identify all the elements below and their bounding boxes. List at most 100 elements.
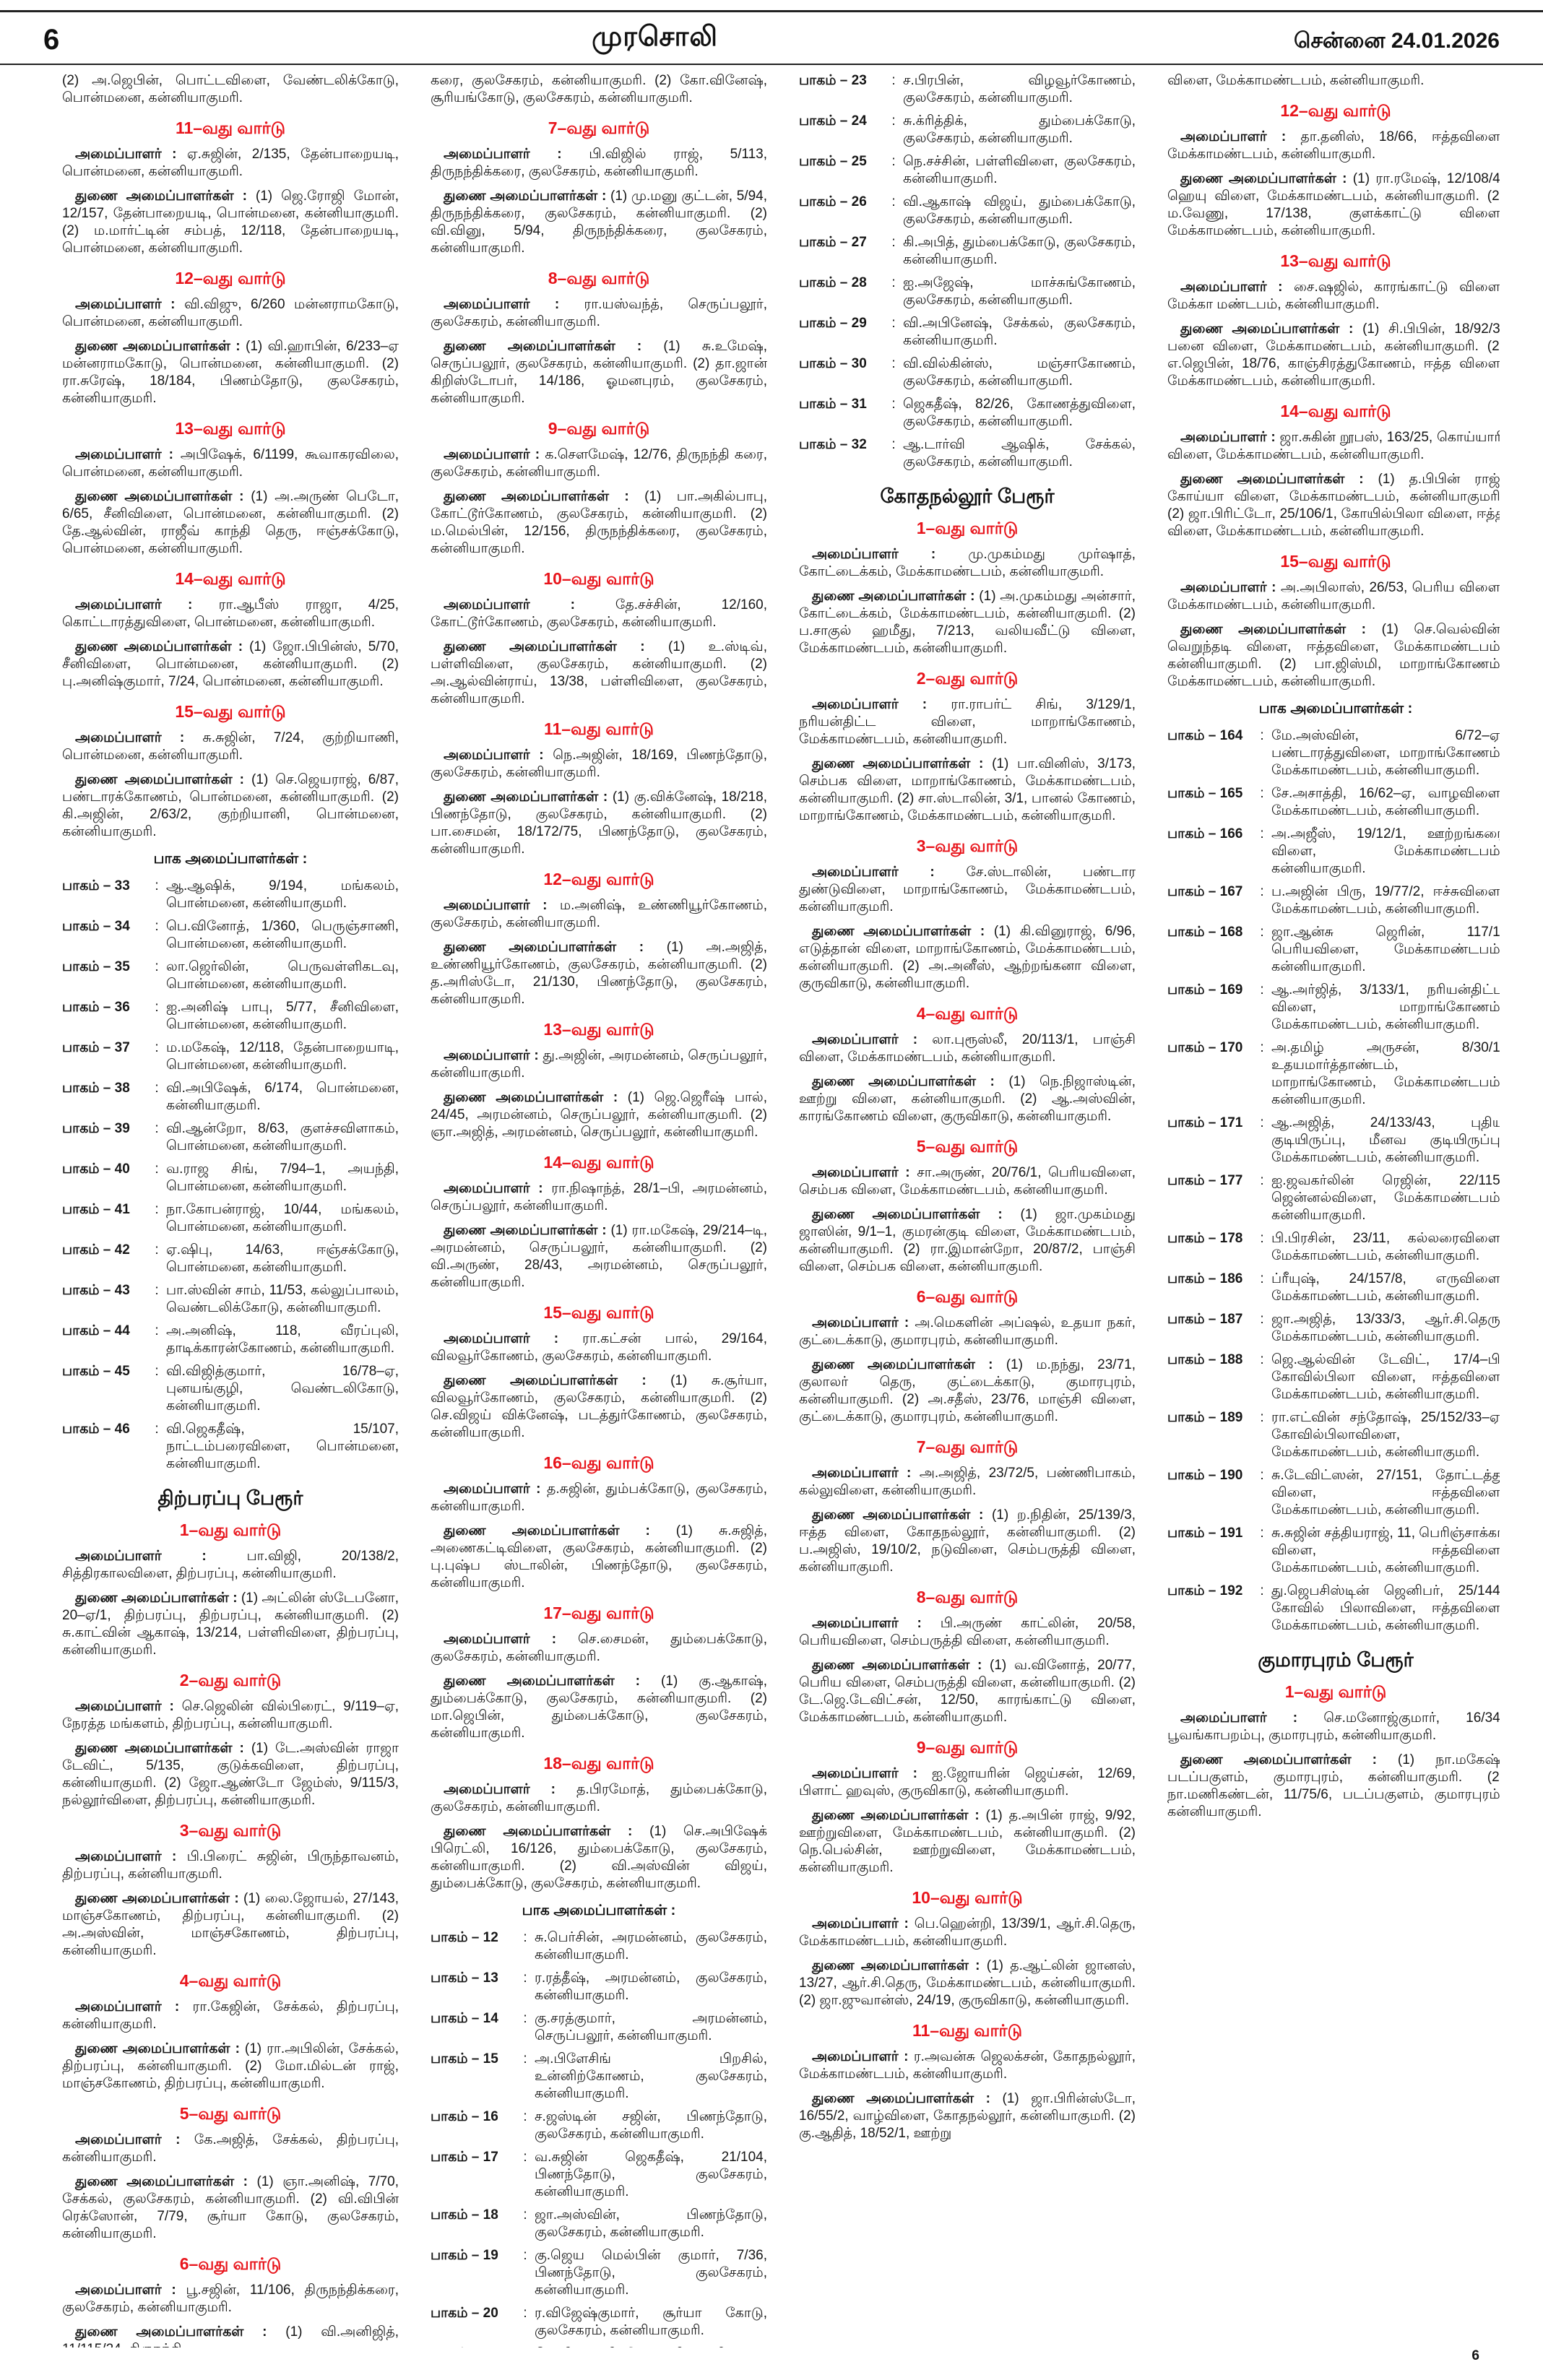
deputy-organizers-paragraph: துணை அமைப்பாளர்கள் : (1) செ.வெல்வின், வெ… bbox=[1167, 621, 1500, 691]
organizer-paragraph: அமைப்பாளர் : தே.சச்சின், 12/160, கோட்டூர… bbox=[431, 597, 767, 631]
ward-header: 3–வது வார்டு bbox=[916, 836, 1019, 855]
part-text: கு.சரத்குமார், அரமன்னம், செருப்பலூர், கன… bbox=[535, 2011, 767, 2043]
part-colon: : bbox=[891, 356, 896, 371]
paragraph-text: சே.ஸ்டாலின், பண்டார துண்டுவிளை, மாறாங்கோ… bbox=[799, 865, 1136, 914]
part-number: பாகம் – 18 bbox=[431, 2207, 498, 2223]
organizer-label: அமைப்பாளர் : bbox=[444, 297, 560, 312]
paragraph-text: த.சுஜின், தும்பக்கோடு, குலசேகரம், கன்னிய… bbox=[431, 1481, 767, 1514]
organizer-paragraph: அமைப்பாளர் : சை.ஷஜில், காரங்காட்டு விளை,… bbox=[1167, 279, 1500, 313]
part-colon: : bbox=[155, 1421, 159, 1437]
paragraph-text: (1) நெ.நிஜாஸ்டின், ஊற்று விளை, கன்னியாகு… bbox=[799, 1074, 1136, 1124]
part-text: நெ.சச்சின், பள்ளிவிளை, குலசேகரம், கன்னிய… bbox=[903, 154, 1136, 186]
part-colon: : bbox=[155, 1283, 159, 1298]
deputy-organizers-paragraph: துணை அமைப்பாளர்கள் : (1) த.ஆட்லின் ஜானஸ்… bbox=[799, 1957, 1136, 2009]
part-item: பாகம் – 33: ஆ.ஆஷிக், 9/194, மங்கலம், பொன்… bbox=[62, 878, 399, 912]
deputy-organizers-paragraph: துணை அமைப்பாளர்கள் : (1) கு.விக்னேஷ், 18… bbox=[431, 789, 767, 858]
news-column: (2) அ.ஜெபின், பொட்டவிளை, வேண்டலிக்கோடு, … bbox=[62, 72, 399, 2347]
part-number: பாகம் – 178 bbox=[1167, 1231, 1243, 1246]
part-colon: : bbox=[155, 1202, 159, 1217]
deputy-organizers-paragraph: துணை அமைப்பாளர்கள் : (1) ஜோ.பிபின்ஸ், 5/… bbox=[62, 639, 399, 691]
paragraph-text: செ.மனோஜ்குமார், 16/34, பூவங்காபறம்பு, கு… bbox=[1167, 1710, 1500, 1743]
ward-header: 8–வது வார்டு bbox=[548, 269, 650, 287]
organizer-paragraph: அமைப்பாளர் : அ.அஜித், 23/72/5, பண்ணிபாகம… bbox=[799, 1465, 1136, 1500]
part-item: பாகம் – 44: அ.அனிஷ், 118, வீரப்புலி, தாடி… bbox=[62, 1323, 399, 1357]
part-number: பாகம் – 26 bbox=[799, 194, 867, 209]
paragraph-text: (1) கி.வினுராஜ், 6/96, எடுத்தான் விளை, ம… bbox=[799, 924, 1136, 991]
news-column: பாகம் – 23: ச.பிரபின், விழவூர்கோணம், குலச… bbox=[799, 72, 1136, 2347]
paragraph-text: அ.மெகளின் அப்ஷல், உதயா நகர், குட்டைக்காட… bbox=[799, 1315, 1136, 1348]
ward-header: 16–வது வார்டு bbox=[543, 1453, 654, 1472]
part-item: பாகம் – 21:செ.விஜய விக்னேஷ், திருநந்திக்… bbox=[431, 2345, 767, 2347]
part-text: ஆ.ஆஷிக், 9/194, மங்கலம், பொன்மனை, கன்னிய… bbox=[166, 878, 399, 911]
part-number: பாகம் – 24 bbox=[799, 113, 867, 129]
paragraph-text: (1) பா.வினிஸ், 3/173, செம்பக விளை, மாறாங… bbox=[799, 756, 1136, 823]
deputy-organizers-label: துணை அமைப்பாளர்கள் : bbox=[812, 1808, 980, 1823]
part-colon: : bbox=[1260, 884, 1264, 899]
part-colon: : bbox=[523, 2207, 527, 2223]
deputy-organizers-label: துணை அமைப்பாளர்கள் : bbox=[444, 1223, 607, 1238]
part-colon: : bbox=[155, 959, 159, 974]
organizer-paragraph: அமைப்பாளர் : பி.விஜில் ராஜ், 5/113, திரு… bbox=[431, 146, 767, 181]
part-number: பாகம் – 31 bbox=[799, 397, 867, 412]
organizer-label: அமைப்பாளர் : bbox=[812, 1165, 910, 1180]
paragraph-text: பூ.சஜின், 11/106, திருநந்திக்கரை, குலசேக… bbox=[62, 2282, 399, 2315]
deputy-organizers-paragraph: துணை அமைப்பாளர்கள் : (1) வி.ஹாபின், 6/23… bbox=[62, 338, 399, 407]
part-text: ச.ஜஸ்டின் சஜின், பிணந்தோடு, குலசேகரம், க… bbox=[535, 2109, 767, 2142]
part-number: பாகம் – 170 bbox=[1167, 1040, 1243, 1055]
part-colon: : bbox=[523, 2109, 527, 2124]
part-colon: : bbox=[523, 2248, 527, 2263]
organizer-label: அமைப்பாளர் : bbox=[812, 697, 928, 712]
ward-header: 11–வது வார்டு bbox=[912, 2021, 1023, 2040]
deputy-organizers-paragraph: துணை அமைப்பாளர்கள் : (1) நெ.நிஜாஸ்டின், … bbox=[799, 1073, 1136, 1125]
part-item: பாகம் – 12: சு.பெர்சின், அரமன்னம், குலசேக… bbox=[431, 1929, 767, 1964]
deputy-organizers-paragraph: துணை அமைப்பாளர்கள் : (1) கு.ஆகாஷ், தும்ப… bbox=[431, 1673, 767, 1742]
deputy-organizers-paragraph: துணை அமைப்பாளர்கள் : (1) லை.ஜோயல், 27/14… bbox=[62, 1890, 399, 1960]
paragraph-text: (1) லை.ஜோயல், 27/143, மாஞ்சகோணம், திற்பர… bbox=[62, 1891, 399, 1958]
organizer-paragraph: அமைப்பாளர் : சு.சுஜின், 7/24, குற்றியாணி… bbox=[62, 730, 399, 764]
deputy-organizers-label: துணை அமைப்பாளர்கள் : bbox=[444, 339, 642, 354]
part-number: பாகம் – 171 bbox=[1167, 1115, 1243, 1130]
part-number: பாகம் – 187 bbox=[1167, 1312, 1243, 1327]
deputy-organizers-label: துணை அமைப்பாளர்கள் : bbox=[444, 639, 645, 654]
part-colon: : bbox=[891, 73, 896, 88]
organizer-paragraph: அமைப்பாளர் : கே.அஜித், சேக்கல், திற்பரப்… bbox=[62, 2132, 399, 2166]
deputy-organizers-label: துணை அமைப்பாளர்கள் : bbox=[75, 1741, 244, 1756]
continuation-paragraph: கரை, குலசேகரம், கன்னியாகுமரி. (2) கோ.வின… bbox=[431, 73, 767, 105]
ward-header: 12–வது வார்டு bbox=[543, 870, 654, 888]
ward-header: 7–வது வார்டு bbox=[916, 1437, 1019, 1456]
part-number: பாகம் – 168 bbox=[1167, 925, 1243, 940]
part-text: வி.விஜித்குமார், 16/78–ஏ, புனயங்குழி, வெ… bbox=[166, 1364, 399, 1414]
deputy-organizers-label: துணை அமைப்பாளர்கள் : bbox=[75, 189, 247, 204]
ward-header: 4–வது வார்டு bbox=[916, 1004, 1019, 1023]
ward-header: 12–வது வார்டு bbox=[1280, 101, 1391, 120]
paragraph-text: சை.ஷஜில், காரங்காட்டு விளை, மேக்கா மண்டப… bbox=[1167, 280, 1500, 312]
organizer-paragraph: அமைப்பாளர் : ரா.கட்சன் பால், 29/164, வில… bbox=[431, 1330, 767, 1365]
ward-header: 1–வது வார்டு bbox=[179, 1520, 282, 1539]
part-item: பாகம் – 19: கு.ஜெய மெல்பின் குமார், 7/36,… bbox=[431, 2247, 767, 2299]
part-number: பாகம் – 15 bbox=[431, 2051, 498, 2067]
part-number: பாகம் – 39 bbox=[62, 1121, 130, 1136]
part-colon: : bbox=[155, 919, 159, 934]
organizer-paragraph: அமைப்பாளர் : அபிஷேக், 6/1199, கூவாகரவிலை… bbox=[62, 446, 399, 481]
deputy-organizers-paragraph: துணை அமைப்பாளர்கள் : (1) அட்லின் ஸ்டேபனோ… bbox=[62, 1590, 399, 1659]
part-item: பாகம் – 29: வி.அபினேஷ், சேக்கல், குலசேகரம… bbox=[799, 315, 1136, 350]
ward-header: 10–வது வார்டு bbox=[912, 1888, 1023, 1907]
deputy-organizers-label: துணை அமைப்பாளர்கள் : bbox=[444, 1523, 650, 1539]
paragraph-text: மு.முகம்மது முர்ஷாத், கோட்டைக்கம், மேக்க… bbox=[799, 547, 1136, 579]
ward-header: 9–வது வார்டு bbox=[548, 419, 650, 438]
part-colon: : bbox=[1260, 982, 1264, 998]
news-columns: (2) அ.ஜெபின், பொட்டவிளை, வேண்டலிக்கோடு, … bbox=[62, 72, 1500, 2347]
paragraph-text: (1) த.அபின் ராஜ், 9/92, ஊற்றுவிளை, மேக்க… bbox=[799, 1808, 1136, 1875]
organizer-paragraph: அமைப்பாளர் : ஐ.ஜோயரின் ஜெய்சன், 12/69, ப… bbox=[799, 1765, 1136, 1800]
part-colon: : bbox=[155, 1364, 159, 1379]
deputy-organizers-label: துணை அமைப்பாளர்கள் : bbox=[812, 1507, 984, 1523]
paragraph-text: அ.அபிலாஸ், 26/53, பெரிய விளை, மேக்காமண்ட… bbox=[1167, 580, 1500, 613]
organizer-paragraph: அமைப்பாளர் : ஜா.சுகின் றூபஸ், 163/25, கொ… bbox=[1167, 429, 1500, 464]
paragraph-text: சு.சுஜின், 7/24, குற்றியாணி, பொன்மனை, கன… bbox=[62, 730, 399, 763]
part-text: வி.ஆகாஷ் விஜய், தும்பைக்கோடு, குலசேகரம்,… bbox=[903, 194, 1136, 227]
part-number: பாகம் – 14 bbox=[431, 2011, 498, 2026]
ward-header: 5–வது வார்டு bbox=[179, 2104, 282, 2123]
organizer-paragraph: அமைப்பாளர் : செ.மனோஜ்குமார், 16/34, பூவங… bbox=[1167, 1710, 1500, 1744]
paragraph-text: (1) நா.மகேஷ், படப்பகுளம், குமாரபுரம், கன… bbox=[1167, 1752, 1500, 1819]
